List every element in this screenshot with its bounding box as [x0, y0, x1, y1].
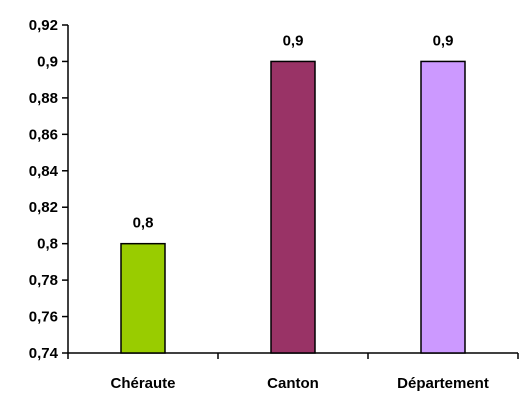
y-tick-label: 0,84 [29, 163, 59, 180]
y-tick-label: 0,78 [29, 272, 58, 289]
y-tick-label: 0,92 [29, 17, 58, 34]
category-label-0: Chéraute [110, 375, 175, 392]
y-tick-label: 0,8 [37, 236, 58, 253]
bars [120, 60, 466, 354]
y-tick-label: 0,82 [29, 199, 58, 216]
y-tick-label: 0,86 [29, 126, 58, 143]
y-tick-label: 0,88 [29, 90, 58, 107]
bar-1 [270, 60, 316, 354]
y-tick-label: 0,74 [29, 345, 59, 362]
category-label-2: Département [397, 375, 489, 392]
category-label-1: Canton [267, 375, 319, 392]
data-label-1: 0,9 [283, 32, 304, 49]
y-tick-label: 0,9 [37, 53, 58, 70]
y-axis: 0,74 0,76 0,78 0,8 0,82 0,84 0,86 0,88 0,9 0,92 [29, 17, 69, 362]
x-axis: Chéraute Canton Département [67, 352, 519, 392]
y-tick-label: 0,76 [29, 309, 58, 326]
data-labels: 0,8 0,9 0,9 [133, 32, 454, 231]
bar-2 [420, 60, 466, 354]
bar-0 [120, 242, 166, 354]
data-label-2: 0,9 [433, 32, 454, 49]
data-label-0: 0,8 [133, 215, 154, 232]
